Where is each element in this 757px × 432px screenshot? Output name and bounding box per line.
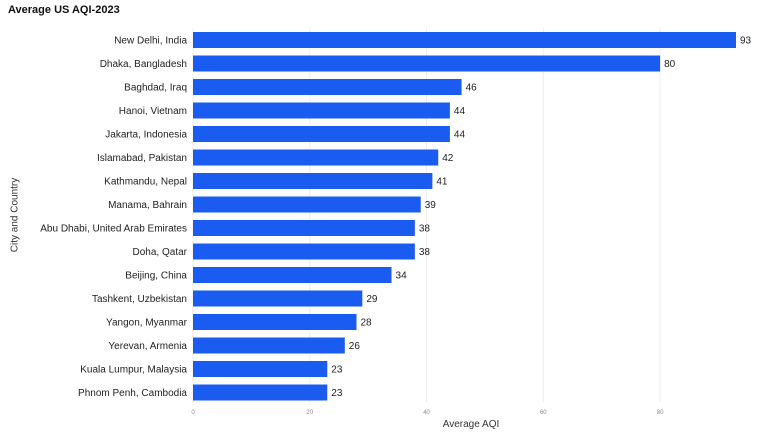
bar[interactable] xyxy=(193,290,363,307)
bar[interactable] xyxy=(193,267,392,283)
bar[interactable] xyxy=(193,384,328,401)
bar[interactable] xyxy=(193,337,345,354)
bar[interactable] xyxy=(193,361,328,377)
category-label: Abu Dhabi, United Arab Emirates xyxy=(40,224,187,235)
category-label: Phnom Penh, Cambodia xyxy=(78,388,187,399)
category-label: Jakarta, Indonesia xyxy=(105,130,187,141)
category-label: Tashkent, Uzbekistan xyxy=(92,294,187,305)
x-tick-label: 40 xyxy=(423,410,430,416)
value-label: 38 xyxy=(419,247,431,258)
category-label: Manama, Bahrain xyxy=(108,200,187,211)
category-label: Yerevan, Armenia xyxy=(108,341,187,352)
bar[interactable] xyxy=(193,220,415,236)
value-label: 80 xyxy=(664,59,676,70)
bar[interactable] xyxy=(193,55,661,72)
bar[interactable] xyxy=(193,243,415,260)
value-label: 28 xyxy=(360,318,372,329)
x-axis-label: Average AQI xyxy=(442,419,500,430)
x-tick-label: 80 xyxy=(657,410,664,416)
category-label: Yangon, Myanmar xyxy=(106,318,188,329)
chart-title: Average US AQI-2023 xyxy=(8,4,120,16)
bar[interactable] xyxy=(193,196,421,213)
category-label: Dhaka, Bangladesh xyxy=(100,59,187,70)
category-label: Islamabad, Pakistan xyxy=(97,153,187,164)
bar[interactable] xyxy=(193,32,736,48)
value-label: 39 xyxy=(425,200,437,211)
x-tick-label: 20 xyxy=(306,410,313,416)
value-label: 29 xyxy=(366,294,378,305)
value-label: 44 xyxy=(454,106,466,117)
value-label: 38 xyxy=(419,224,431,235)
category-label: Baghdad, Iraq xyxy=(124,83,187,94)
x-tick-label: 60 xyxy=(540,410,547,416)
value-label: 34 xyxy=(396,271,408,282)
value-label: 93 xyxy=(740,36,752,47)
bar[interactable] xyxy=(193,173,433,189)
value-label: 42 xyxy=(442,153,454,164)
x-tick-label: 0 xyxy=(191,410,195,416)
category-label: Kathmandu, Nepal xyxy=(104,177,187,188)
value-label: 23 xyxy=(331,365,343,376)
category-label: New Delhi, India xyxy=(114,36,187,47)
value-label: 41 xyxy=(436,177,448,188)
value-label: 46 xyxy=(466,83,478,94)
category-label: Beijing, China xyxy=(125,271,187,282)
value-label: 26 xyxy=(349,341,361,352)
category-label: Kuala Lumpur, Malaysia xyxy=(80,365,187,376)
bar[interactable] xyxy=(193,149,439,166)
bar[interactable] xyxy=(193,79,462,95)
bar[interactable] xyxy=(193,126,450,142)
value-label: 23 xyxy=(331,388,343,399)
value-label: 44 xyxy=(454,130,466,141)
bar[interactable] xyxy=(193,314,357,330)
category-label: Doha, Qatar xyxy=(133,247,188,258)
category-label: Hanoi, Vietnam xyxy=(119,106,187,117)
bar[interactable] xyxy=(193,102,450,119)
